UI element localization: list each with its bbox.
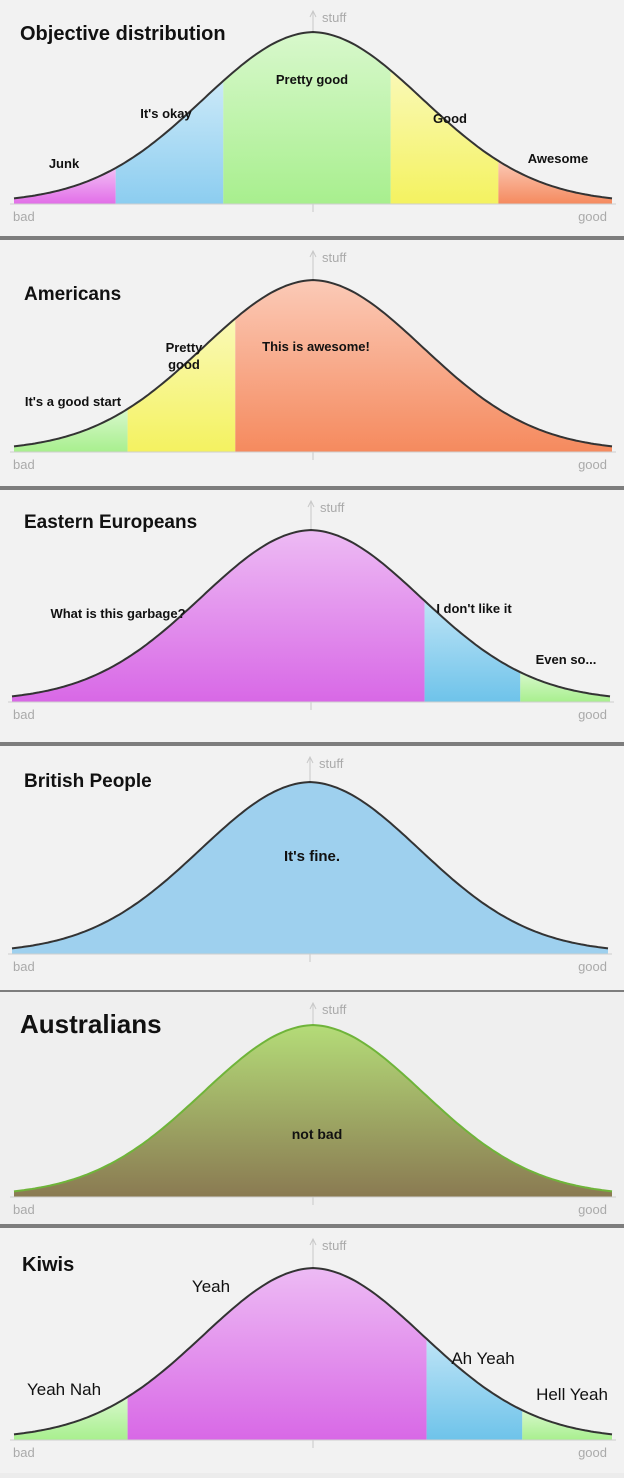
distribution-curve: [13, 278, 613, 448]
y-axis-label: stuff: [319, 756, 344, 771]
y-axis-label: stuff: [322, 10, 347, 25]
chart-title: Objective distribution: [20, 23, 226, 45]
segment-label: Awesome: [528, 151, 588, 166]
segment-label: Yeah: [192, 1277, 230, 1296]
x-axis-min-label: bad: [13, 959, 35, 974]
distribution-curve: [13, 1023, 613, 1193]
chart-panel-4: stuff bad good Australians not bad: [0, 992, 624, 1228]
segment-label: not bad: [292, 1126, 343, 1142]
segment-area: [14, 1025, 612, 1197]
x-axis-max-label: good: [578, 1202, 607, 1217]
x-axis-max-label: good: [578, 209, 607, 224]
panel-divider: [0, 742, 624, 746]
segment-label: Pretty good: [166, 340, 204, 372]
x-axis-max-label: good: [578, 457, 607, 472]
segment-area: [235, 280, 613, 452]
segment-area: [127, 318, 236, 452]
distribution-curve: [11, 528, 611, 698]
x-axis-max-label: good: [578, 959, 607, 974]
segment-label: Ah Yeah: [451, 1349, 514, 1368]
segment-area: [14, 1396, 128, 1440]
segment-label: Good: [433, 111, 467, 126]
chart-title: Australians: [20, 1009, 162, 1039]
segment-area: [390, 70, 499, 204]
chart-panel-1: stuff bad good Americans It's a good start Pr…: [0, 240, 624, 490]
segment-label: Pretty good: [276, 72, 348, 87]
segment-label: Even so...: [536, 652, 597, 667]
panel-divider: [0, 236, 624, 240]
segment-area: [498, 160, 612, 204]
segment-area: [14, 408, 128, 452]
y-axis-label: stuff: [322, 1238, 347, 1253]
y-axis-label: stuff: [322, 1002, 347, 1017]
x-axis-min-label: bad: [13, 1202, 35, 1217]
y-axis-arrow: [309, 1237, 317, 1246]
chart-title: Kiwis: [22, 1254, 74, 1276]
panel-divider: [0, 486, 624, 490]
segment-area: [12, 782, 608, 954]
x-axis-min-label: bad: [13, 457, 35, 472]
chart-panel-5: stuff bad good Kiwis Yeah Nah Yeah Ah Yeah Hell…: [0, 1228, 624, 1477]
chart-title: Americans: [24, 284, 121, 305]
x-axis-max-label: good: [578, 707, 607, 722]
segment-label: This is awesome!: [262, 339, 370, 354]
y-axis-arrow: [309, 1001, 317, 1010]
distribution-curve: [11, 780, 609, 950]
y-axis-arrow: [309, 249, 317, 258]
segment-label: Junk: [49, 156, 80, 171]
segment-area: [424, 600, 521, 702]
x-axis-min-label: bad: [13, 1445, 35, 1460]
segment-label: Yeah Nah: [27, 1380, 101, 1399]
chart-panel-0: stuff bad good Objective distribution Junk It…: [0, 0, 624, 240]
chart-title: Eastern Europeans: [24, 512, 197, 533]
segment-label: It's okay: [140, 106, 192, 121]
segment-label: I don't like it: [436, 601, 512, 616]
chart-title: British People: [24, 771, 152, 792]
y-axis-arrow: [307, 499, 315, 508]
segment-label: It's fine.: [284, 848, 340, 865]
distribution-curve: [13, 1266, 613, 1436]
y-axis-arrow: [309, 9, 317, 18]
segment-label: Hell Yeah: [536, 1385, 608, 1404]
chart-panel-3: stuff bad good British People It's fine.: [0, 746, 624, 994]
y-axis-label: stuff: [320, 500, 345, 515]
segment-label: It's a good start: [25, 394, 122, 409]
x-axis-max-label: good: [578, 1445, 607, 1460]
segment-area: [426, 1338, 523, 1440]
y-axis-label: stuff: [322, 250, 347, 265]
x-axis-min-label: bad: [13, 209, 35, 224]
y-axis-arrow: [306, 755, 314, 764]
segment-area: [223, 32, 391, 204]
x-axis-min-label: bad: [13, 707, 35, 722]
segment-area: [12, 530, 425, 702]
segment-area: [127, 1268, 427, 1440]
segment-area: [520, 672, 610, 702]
segment-area: [115, 80, 224, 204]
chart-panel-2: stuff bad good Eastern Europeans What is thi…: [0, 490, 624, 746]
segment-label: What is this garbage?: [50, 606, 185, 621]
segment-area: [522, 1410, 612, 1440]
panel-divider: [0, 1224, 624, 1228]
distribution-curve: [13, 30, 613, 200]
